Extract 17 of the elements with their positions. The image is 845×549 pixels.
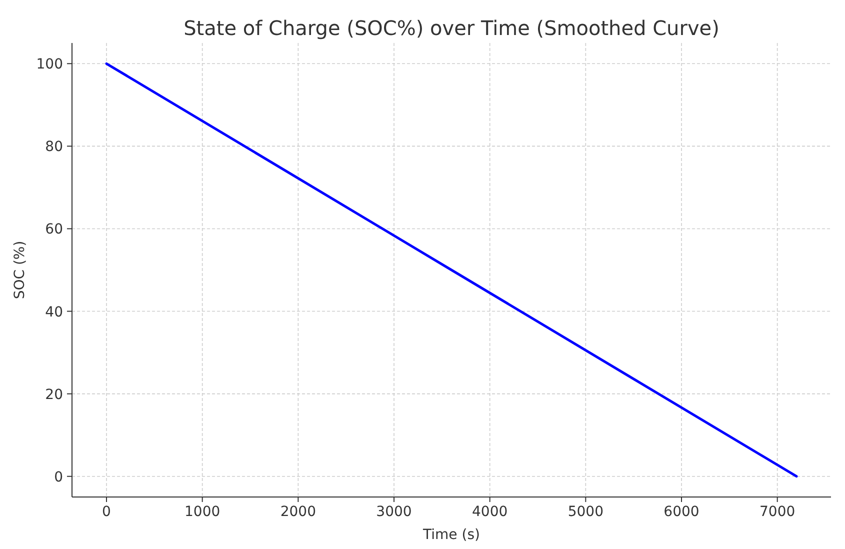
y-axis-title: SOC (%) — [12, 240, 28, 300]
y-tick-label: 0 — [54, 469, 63, 486]
y-tick-label: 100 — [36, 56, 63, 73]
y-tick-label: 20 — [45, 386, 63, 403]
y-tick-label: 40 — [45, 304, 63, 320]
x-tick-label: 1000 — [184, 504, 220, 520]
y-tick-label: 80 — [45, 139, 63, 156]
x-axis-title: Time (s) — [422, 527, 480, 543]
x-tick-label: 6000 — [664, 504, 700, 520]
chart-title: State of Charge (SOC%) over Time (Smoothed Curve) — [184, 16, 720, 40]
x-tick-label: 3000 — [376, 504, 412, 520]
x-tick-label: 0 — [102, 504, 111, 520]
x-tick-label: 2000 — [280, 504, 316, 520]
y-tick-label: 60 — [45, 222, 63, 238]
x-tick-label: 7000 — [760, 504, 796, 520]
x-tick-label: 5000 — [568, 504, 604, 520]
x-tick-label: 4000 — [472, 504, 508, 520]
